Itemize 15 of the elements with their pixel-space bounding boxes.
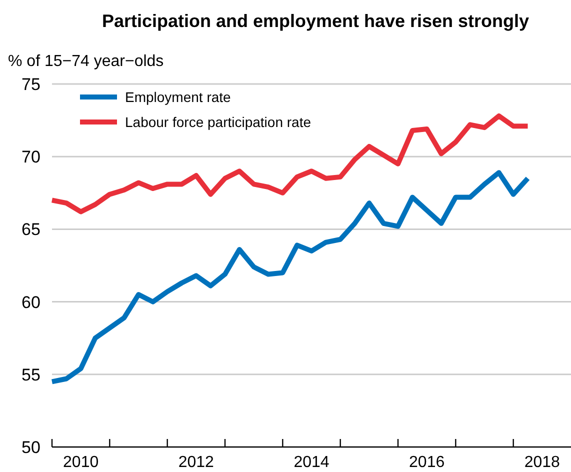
y-axis-title: % of 15−74 year−olds	[8, 53, 164, 70]
y-tick-label: 65	[22, 220, 40, 240]
legend-label: Employment rate	[125, 89, 232, 105]
x-tick-label: 2010	[63, 454, 99, 471]
y-tick-label: 70	[22, 148, 40, 167]
x-tick-label: 2014	[294, 454, 330, 471]
y-tick-label: 55	[22, 365, 40, 384]
y-tick-label: 75	[22, 75, 40, 94]
chart-title: Participation and employment have risen strongly	[102, 11, 530, 31]
y-tick-label: 60	[22, 292, 40, 312]
x-tick-label: 2016	[409, 454, 445, 471]
x-tick-label: 2012	[178, 454, 214, 471]
x-tick-label: 2018	[524, 454, 560, 471]
legend-label: Labour force participation rate	[125, 114, 312, 130]
y-tick-label: 50	[22, 438, 40, 457]
